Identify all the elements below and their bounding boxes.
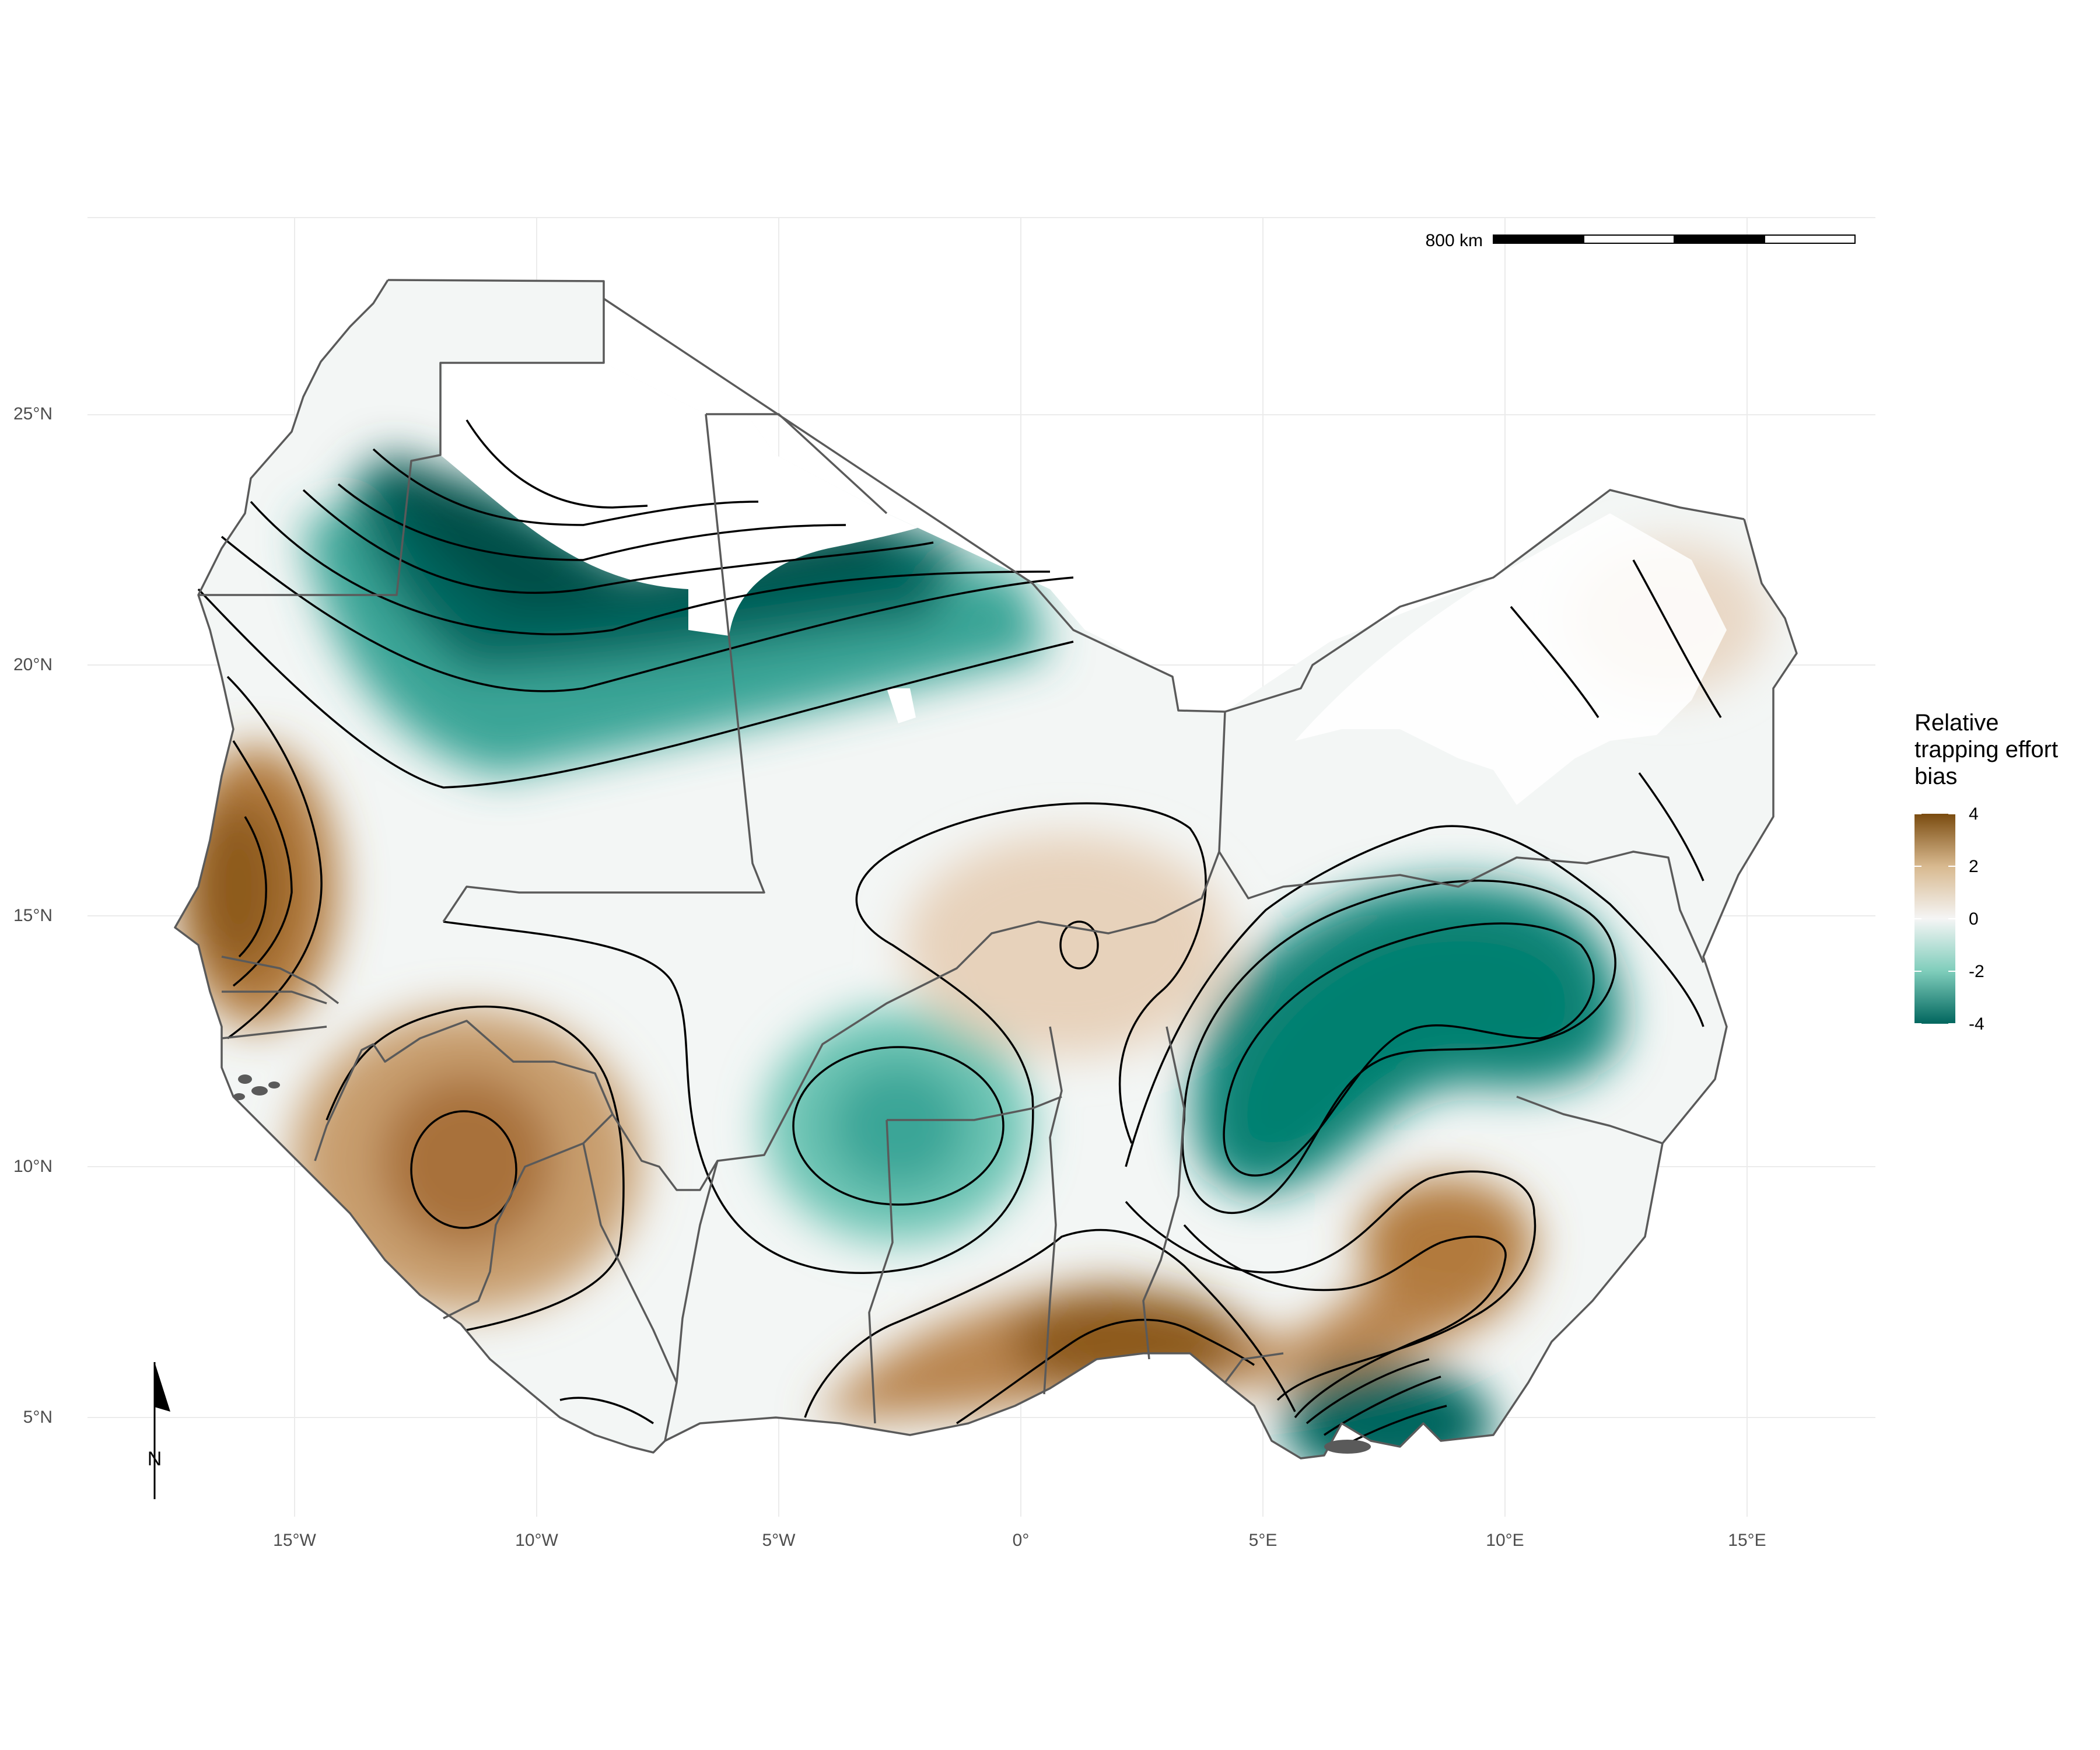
y-label-15n: 15°N <box>13 906 52 925</box>
north-arrow-icon <box>155 1362 170 1412</box>
legend-ticks <box>1915 813 1955 1024</box>
x-label-10e: 10°E <box>1486 1531 1524 1550</box>
legend-title-line-2: trapping effort <box>1915 737 2058 762</box>
bias-surface <box>175 280 1797 1458</box>
legend-tick-neg2: -2 <box>1969 962 1985 981</box>
legend: Relative trapping effort bias 4 2 0 -2 -… <box>1915 710 2058 1034</box>
x-axis-labels: 15°W 10°W 5°W 0° 5°E 10°E 15°E <box>273 1531 1766 1550</box>
y-axis-labels: 25°N 20°N 15°N 10°N 5°N <box>13 404 52 1427</box>
x-label-5e: 5°E <box>1249 1531 1278 1550</box>
north-arrow-label: N <box>148 1448 162 1470</box>
x-label-15w: 15°W <box>273 1531 316 1550</box>
legend-tick-0: 0 <box>1969 909 1979 929</box>
legend-title-line-3: bias <box>1915 764 1957 789</box>
legend-tick-2: 2 <box>1969 857 1979 876</box>
coastal-islands <box>233 1074 1371 1454</box>
country-borders <box>174 279 1798 1460</box>
y-label-5n: 5°N <box>23 1408 52 1427</box>
bias-contours <box>197 419 1722 1442</box>
y-label-20n: 20°N <box>13 655 52 674</box>
legend-title-line-1: Relative <box>1915 710 1999 736</box>
x-label-5w: 5°W <box>762 1531 796 1550</box>
x-label-15e: 15°E <box>1728 1531 1766 1550</box>
north-arrow: N <box>148 1362 170 1499</box>
legend-tick-4: 4 <box>1969 804 1979 824</box>
legend-tick-neg4: -4 <box>1969 1014 1985 1034</box>
y-label-25n: 25°N <box>13 404 52 424</box>
x-label-0: 0° <box>1013 1531 1030 1550</box>
y-label-10n: 10°N <box>13 1157 52 1176</box>
x-label-10w: 10°W <box>515 1531 558 1550</box>
scale-bar-label: 800 km <box>1426 231 1483 250</box>
scale-bar: 800 km <box>1426 231 1856 250</box>
